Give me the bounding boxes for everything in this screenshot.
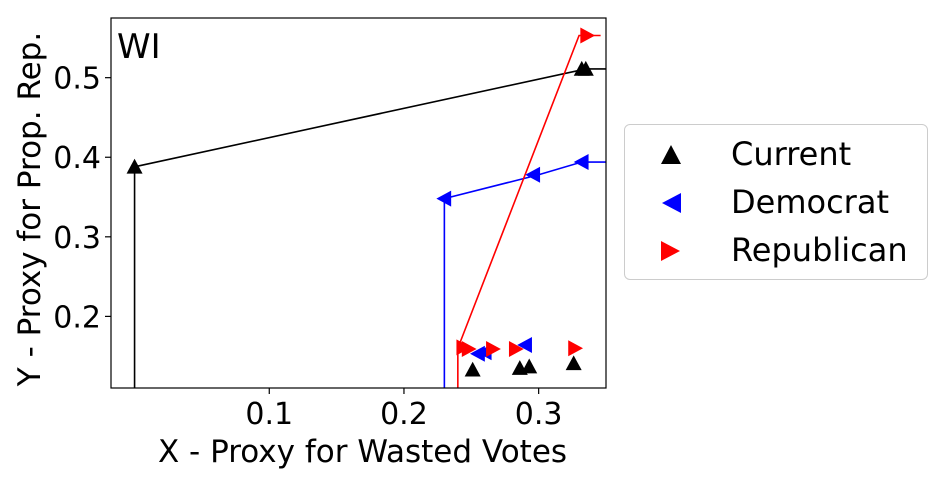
series-line-current bbox=[133, 68, 606, 388]
data-point-democrat bbox=[573, 154, 589, 171]
x-axis-label: X - Proxy for Wasted Votes bbox=[158, 434, 567, 470]
data-point-democrat bbox=[436, 190, 452, 207]
series-line-republican bbox=[457, 34, 601, 388]
x-tick-label: 0.1 bbox=[245, 397, 293, 432]
data-point-current bbox=[126, 158, 143, 174]
legend-item-current: Current bbox=[625, 131, 927, 179]
data-point-republican bbox=[461, 341, 477, 358]
legend-label-democrat: Democrat bbox=[731, 183, 889, 221]
panel-label: WI bbox=[117, 27, 161, 67]
data-point-current bbox=[577, 60, 594, 76]
plot-frame bbox=[110, 17, 607, 389]
data-point-republican bbox=[486, 341, 501, 358]
triangle-right-icon bbox=[661, 241, 680, 261]
legend: Current Democrat Republican bbox=[624, 124, 928, 280]
data-point-democrat bbox=[517, 337, 532, 354]
y-tick-label: 0.3 bbox=[53, 221, 101, 256]
triangle-left-icon bbox=[662, 193, 681, 213]
series-line-democrat bbox=[443, 161, 606, 388]
plot-area bbox=[126, 27, 606, 388]
data-point-republican bbox=[580, 27, 596, 44]
x-tick-label: 0.2 bbox=[380, 397, 428, 432]
y-tick-label: 0.2 bbox=[53, 300, 101, 335]
data-point-current bbox=[565, 355, 582, 371]
y-tick-label: 0.5 bbox=[53, 62, 101, 97]
legend-item-republican: Republican bbox=[625, 227, 927, 275]
data-point-republican bbox=[508, 341, 524, 358]
data-point-democrat bbox=[525, 166, 541, 183]
data-point-republican bbox=[568, 340, 584, 357]
data-point-democrat bbox=[470, 345, 485, 362]
data-point-current bbox=[464, 361, 481, 377]
y-axis-label: Y - Proxy for Prop. Rep. bbox=[12, 32, 48, 387]
legend-label-republican: Republican bbox=[731, 231, 908, 269]
x-tick-label: 0.3 bbox=[515, 397, 563, 432]
y-tick-label: 0.4 bbox=[53, 141, 101, 176]
legend-label-current: Current bbox=[731, 135, 852, 173]
triangle-up-icon bbox=[661, 145, 681, 164]
data-point-current bbox=[521, 358, 538, 374]
legend-item-democrat: Democrat bbox=[625, 179, 927, 227]
